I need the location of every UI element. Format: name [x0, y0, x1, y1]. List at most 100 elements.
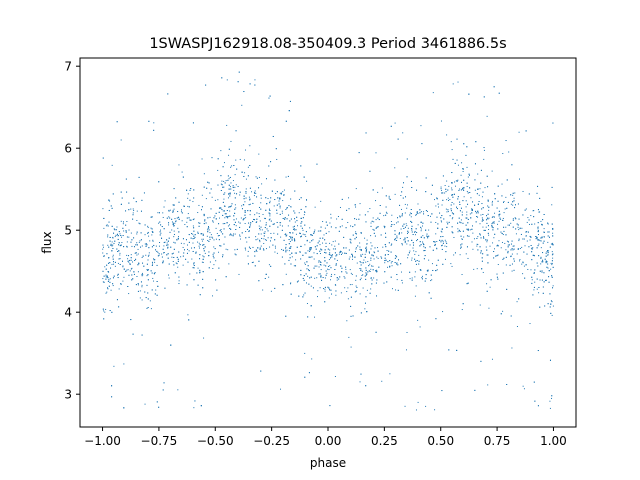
data-point	[324, 239, 326, 241]
data-point	[269, 213, 271, 215]
data-point	[522, 190, 524, 192]
data-point	[305, 282, 307, 284]
data-point	[535, 238, 537, 240]
data-point	[268, 276, 270, 278]
data-point	[125, 178, 127, 180]
data-point	[481, 257, 483, 259]
data-point	[477, 188, 479, 190]
data-point	[389, 373, 391, 375]
data-point	[370, 257, 372, 259]
data-point	[430, 221, 432, 223]
data-point	[335, 294, 337, 296]
data-point	[186, 284, 188, 286]
data-point	[233, 224, 235, 226]
data-point	[220, 231, 222, 233]
data-point	[541, 261, 543, 263]
data-point	[533, 272, 535, 274]
data-point	[359, 279, 361, 281]
data-point	[347, 298, 349, 300]
data-point	[265, 239, 267, 241]
data-point	[518, 240, 520, 242]
data-point	[441, 231, 443, 233]
data-point	[206, 235, 208, 237]
data-point	[375, 282, 377, 284]
data-point	[460, 246, 462, 248]
data-point	[227, 179, 229, 181]
data-point	[285, 247, 287, 249]
data-point	[463, 143, 465, 145]
data-point	[168, 216, 170, 218]
data-point	[203, 256, 205, 258]
data-point	[167, 244, 169, 246]
data-point	[107, 280, 109, 282]
data-point	[246, 241, 248, 243]
data-point	[110, 267, 112, 269]
data-point	[401, 243, 403, 245]
data-point	[522, 262, 524, 264]
data-point	[288, 259, 290, 261]
data-point	[375, 227, 377, 229]
data-point	[370, 248, 372, 250]
data-point	[493, 216, 495, 218]
data-point	[497, 278, 499, 280]
data-point	[256, 250, 258, 252]
data-point	[274, 287, 276, 289]
data-point	[476, 216, 478, 218]
data-point	[454, 185, 456, 187]
data-point	[540, 256, 542, 258]
data-point	[451, 218, 453, 220]
data-point	[552, 235, 554, 237]
data-point	[312, 287, 314, 289]
data-point	[372, 228, 374, 230]
data-point	[395, 255, 397, 257]
data-point	[199, 244, 201, 246]
data-point	[548, 276, 550, 278]
data-point	[214, 215, 216, 217]
data-point	[498, 215, 500, 217]
data-point	[158, 254, 160, 256]
data-point	[152, 277, 154, 279]
data-point	[391, 224, 393, 226]
data-point	[278, 203, 280, 205]
data-point	[459, 201, 461, 203]
data-point	[538, 286, 540, 288]
data-point	[450, 208, 452, 210]
data-point	[212, 255, 214, 257]
data-point	[289, 236, 291, 238]
data-point	[451, 226, 453, 228]
data-point	[452, 196, 454, 198]
data-point	[298, 212, 300, 214]
data-point	[169, 217, 171, 219]
data-point	[373, 221, 375, 223]
data-point	[258, 206, 260, 208]
data-point	[261, 183, 263, 185]
data-point	[201, 261, 203, 263]
data-point	[229, 193, 231, 195]
data-point	[516, 301, 518, 303]
data-point	[372, 269, 374, 271]
data-point	[221, 180, 223, 182]
data-point	[345, 247, 347, 249]
data-point	[206, 229, 208, 231]
data-point	[202, 234, 204, 236]
data-point	[249, 198, 251, 200]
data-point	[161, 253, 163, 255]
x-tick-label: 0.75	[484, 434, 511, 448]
data-point	[107, 236, 109, 238]
data-point	[260, 245, 262, 247]
data-point	[374, 252, 376, 254]
data-point	[367, 261, 369, 263]
data-point	[335, 263, 337, 265]
data-point	[527, 268, 529, 270]
data-point	[385, 232, 387, 234]
x-axis: −1.00 −0.75 −0.50 −0.25 0.00 0.25 0.50 0.75 1.00	[84, 427, 567, 448]
data-point	[223, 198, 225, 200]
data-point	[308, 270, 310, 272]
data-point	[249, 224, 251, 226]
data-point	[183, 205, 185, 207]
data-point	[349, 238, 351, 240]
data-point	[519, 259, 521, 261]
data-point	[249, 164, 251, 166]
data-point	[257, 238, 259, 240]
data-point	[256, 196, 258, 198]
